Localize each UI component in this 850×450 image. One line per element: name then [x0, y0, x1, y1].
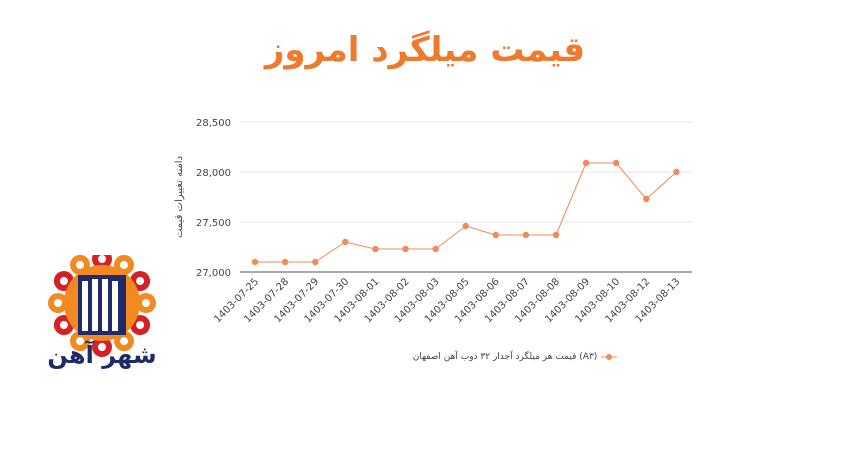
y-axis-title: دامنه تغییرات قیمت — [174, 156, 185, 238]
legend-label: (A۳) قیمت هر میلگرد آجدار ۳۲ ذوب آهن اصف… — [412, 352, 598, 362]
y-tick-label: 28,000 — [196, 168, 231, 179]
data-point — [522, 231, 530, 239]
y-tick-label: 27,500 — [196, 218, 231, 229]
data-point — [372, 245, 379, 253]
chart-legend[interactable]: (A۳) قیمت هر میلگرد آجدار ۳۲ ذوب آهن اصف… — [400, 352, 630, 362]
data-point — [643, 195, 650, 203]
data-point — [462, 222, 469, 230]
legend-marker-icon — [601, 353, 618, 361]
data-point — [281, 258, 289, 266]
series-line — [255, 162, 677, 263]
data-point — [312, 258, 319, 266]
data-point — [552, 231, 560, 239]
data-point — [673, 168, 680, 176]
data-point — [342, 238, 349, 246]
y-tick-label: 27,000 — [196, 268, 231, 279]
data-point — [251, 258, 259, 266]
shahr-ahan-logo: شهر آهن — [47, 249, 157, 375]
logo-text: شهر آهن — [48, 340, 156, 369]
y-tick-label: 28,500 — [196, 118, 231, 129]
page-title: قیمت میلگرد امروز — [264, 30, 586, 70]
data-point — [492, 231, 499, 239]
data-point — [432, 245, 439, 253]
data-point — [613, 159, 620, 167]
data-point — [582, 159, 590, 167]
data-point — [402, 245, 409, 253]
